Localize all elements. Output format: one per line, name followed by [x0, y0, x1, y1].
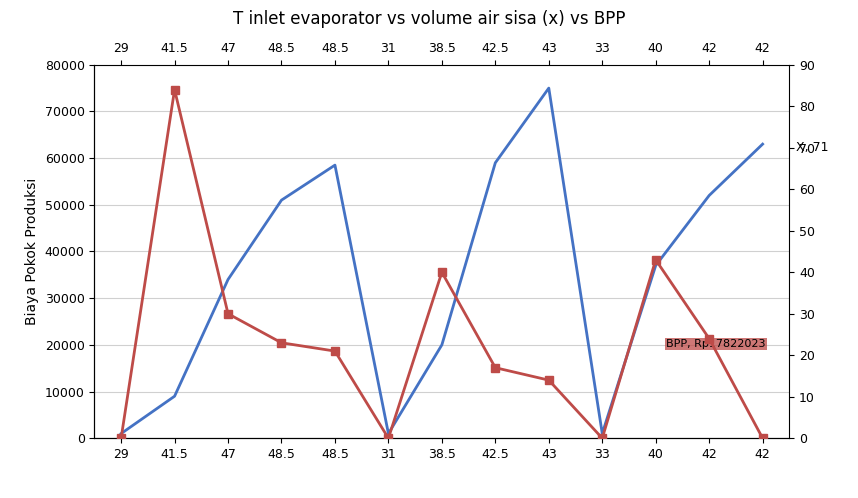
Text: T inlet evaporator vs volume air sisa (x) vs BPP: T inlet evaporator vs volume air sisa (x… [233, 10, 625, 28]
Text: BPP, Rp17822023: BPP, Rp17822023 [667, 339, 766, 349]
Y-axis label: Biaya Pokok Produksi: Biaya Pokok Produksi [25, 178, 39, 325]
Text: X, 71: X, 71 [796, 141, 829, 154]
